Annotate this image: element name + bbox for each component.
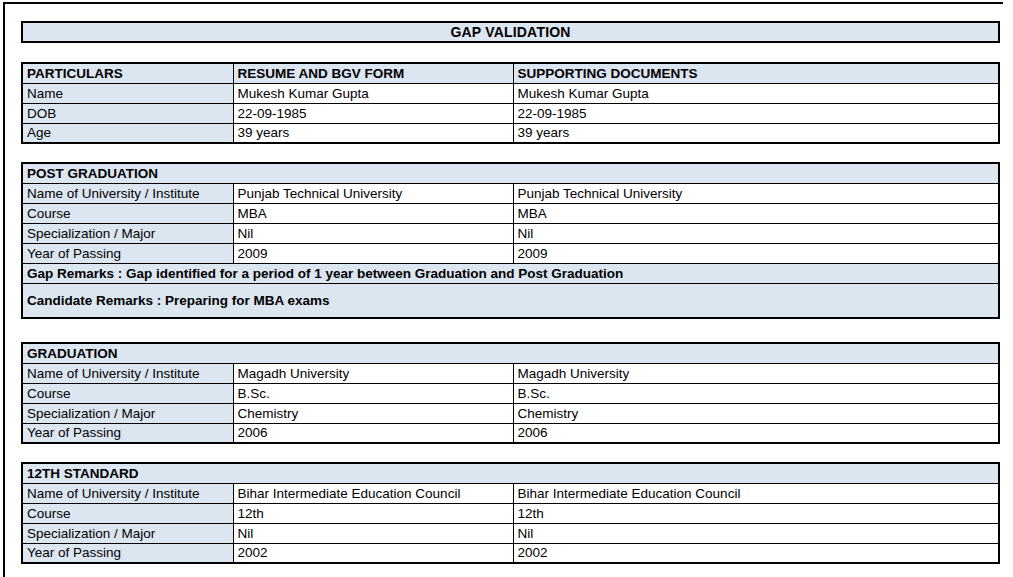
graduation-table: GRADUATION Name of University / Institut… [21, 342, 1000, 444]
resume-value-cell: 2002 [233, 543, 513, 563]
table-row: Course 12th 12th [22, 503, 999, 523]
resume-value-cell: B.Sc. [233, 383, 513, 403]
row-label-cell: Name [22, 83, 233, 103]
gap-remarks-text: Gap Remarks : Gap identified for a perio… [22, 263, 999, 283]
row-label-cell: Course [22, 383, 233, 403]
resume-value-cell: Mukesh Kumar Gupta [233, 83, 513, 103]
gap-validation-document: GAP VALIDATION PARTICULARS RESUME AND BG… [0, 0, 1013, 577]
table-row: Year of Passing 2006 2006 [22, 423, 999, 443]
supporting-value-cell: Punjab Technical University [513, 183, 999, 203]
table-row: Specialization / Major Nil Nil [22, 523, 999, 543]
candidate-remarks-row: Candidate Remarks : Preparing for MBA ex… [22, 283, 999, 318]
section-header-row: GRADUATION [22, 343, 999, 363]
table-header-row: PARTICULARS RESUME AND BGV FORM SUPPORTI… [22, 63, 999, 83]
table-row: Specialization / Major Chemistry Chemist… [22, 403, 999, 423]
supporting-value-cell: 2009 [513, 243, 999, 263]
row-label-cell: Specialization / Major [22, 403, 233, 423]
row-label-cell: Year of Passing [22, 243, 233, 263]
resume-value-cell: Nil [233, 223, 513, 243]
supporting-value-cell: Nil [513, 523, 999, 543]
supporting-value-cell: Chemistry [513, 403, 999, 423]
table-row: Course MBA MBA [22, 203, 999, 223]
table-row: Name of University / Institute Punjab Te… [22, 183, 999, 203]
row-label-cell: Specialization / Major [22, 523, 233, 543]
supporting-value-cell: 2002 [513, 543, 999, 563]
column-header-particulars: PARTICULARS [22, 63, 233, 83]
supporting-value-cell: Mukesh Kumar Gupta [513, 83, 999, 103]
row-label-cell: Name of University / Institute [22, 483, 233, 503]
candidate-remarks-text: Candidate Remarks : Preparing for MBA ex… [22, 283, 999, 318]
row-label-cell: Year of Passing [22, 423, 233, 443]
section-title: GRADUATION [22, 343, 999, 363]
resume-value-cell: 2006 [233, 423, 513, 443]
supporting-value-cell: Magadh University [513, 363, 999, 383]
document-title: GAP VALIDATION [21, 21, 1000, 43]
table-row: DOB 22-09-1985 22-09-1985 [22, 103, 999, 123]
twelfth-standard-table: 12TH STANDARD Name of University / Insti… [21, 462, 1000, 564]
supporting-value-cell: MBA [513, 203, 999, 223]
supporting-value-cell: 39 years [513, 123, 999, 143]
table-row: Age 39 years 39 years [22, 123, 999, 143]
section-title: 12TH STANDARD [22, 463, 999, 483]
supporting-value-cell: Nil [513, 223, 999, 243]
resume-value-cell: Nil [233, 523, 513, 543]
supporting-value-cell: B.Sc. [513, 383, 999, 403]
particulars-table: PARTICULARS RESUME AND BGV FORM SUPPORTI… [21, 62, 1000, 144]
section-header-row: POST GRADUATION [22, 163, 999, 183]
resume-value-cell: Magadh University [233, 363, 513, 383]
section-title: POST GRADUATION [22, 163, 999, 183]
supporting-value-cell: 2006 [513, 423, 999, 443]
row-label-cell: Year of Passing [22, 543, 233, 563]
table-row: Year of Passing 2009 2009 [22, 243, 999, 263]
row-label-cell: Name of University / Institute [22, 363, 233, 383]
resume-value-cell: Punjab Technical University [233, 183, 513, 203]
row-label-cell: Age [22, 123, 233, 143]
row-label-cell: Course [22, 503, 233, 523]
column-header-resume-bgv: RESUME AND BGV FORM [233, 63, 513, 83]
resume-value-cell: 22-09-1985 [233, 103, 513, 123]
row-label-cell: DOB [22, 103, 233, 123]
table-row: Name Mukesh Kumar Gupta Mukesh Kumar Gup… [22, 83, 999, 103]
resume-value-cell: Chemistry [233, 403, 513, 423]
resume-value-cell: 2009 [233, 243, 513, 263]
table-row: Name of University / Institute Bihar Int… [22, 483, 999, 503]
resume-value-cell: 12th [233, 503, 513, 523]
supporting-value-cell: Bihar Intermediate Education Council [513, 483, 999, 503]
resume-value-cell: 39 years [233, 123, 513, 143]
supporting-value-cell: 12th [513, 503, 999, 523]
supporting-value-cell: 22-09-1985 [513, 103, 999, 123]
table-row: Specialization / Major Nil Nil [22, 223, 999, 243]
table-row: Name of University / Institute Magadh Un… [22, 363, 999, 383]
resume-value-cell: MBA [233, 203, 513, 223]
gap-remarks-row: Gap Remarks : Gap identified for a perio… [22, 263, 999, 283]
post-graduation-table: POST GRADUATION Name of University / Ins… [21, 162, 1000, 319]
table-row: Year of Passing 2002 2002 [22, 543, 999, 563]
column-header-supporting-docs: SUPPORTING DOCUMENTS [513, 63, 999, 83]
table-row: Course B.Sc. B.Sc. [22, 383, 999, 403]
row-label-cell: Name of University / Institute [22, 183, 233, 203]
row-label-cell: Specialization / Major [22, 223, 233, 243]
resume-value-cell: Bihar Intermediate Education Council [233, 483, 513, 503]
row-label-cell: Course [22, 203, 233, 223]
section-header-row: 12TH STANDARD [22, 463, 999, 483]
